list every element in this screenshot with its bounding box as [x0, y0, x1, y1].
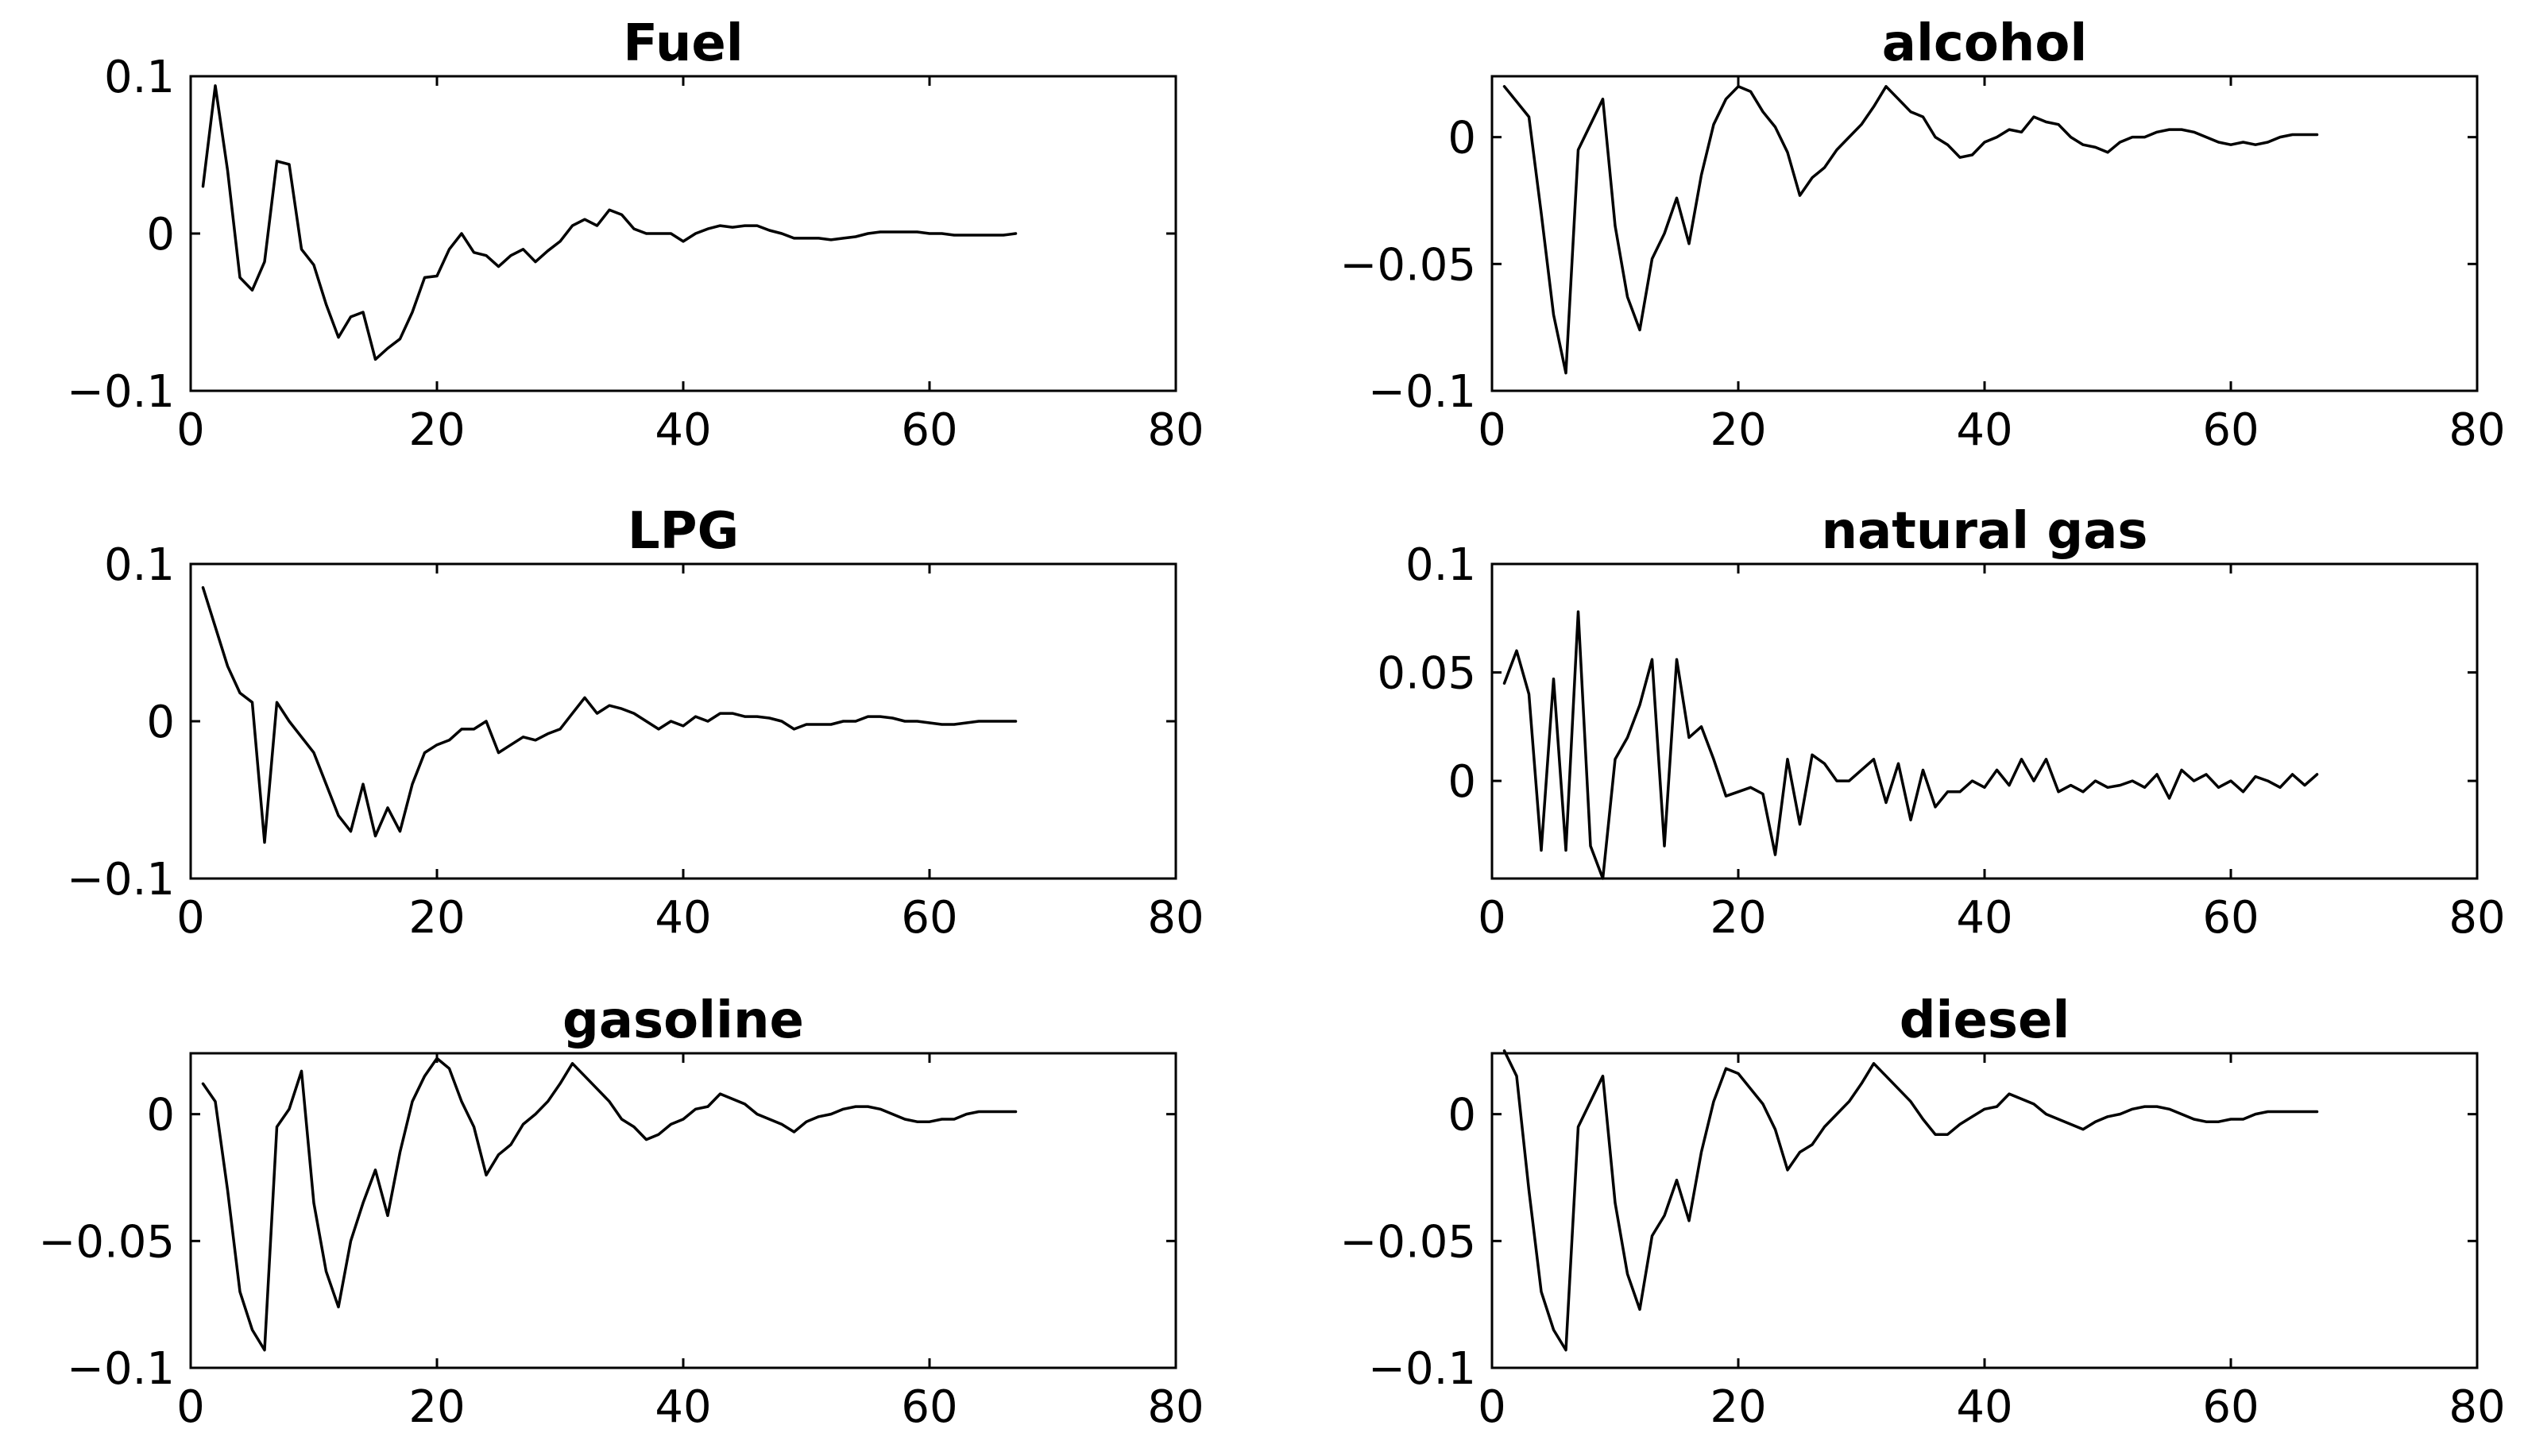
- x-tick-label: 40: [655, 1381, 711, 1433]
- y-tick-label: 0: [1448, 113, 1476, 164]
- x-tick-label: 40: [655, 404, 711, 456]
- axes-frame: [189, 75, 1177, 392]
- axes-frame: [1490, 562, 2479, 880]
- axes-frame: [1490, 75, 2479, 392]
- y-tick-label: 0: [1448, 1090, 1476, 1141]
- y-tick-label: −0.1: [67, 1343, 175, 1395]
- chart-title: alcohol: [1882, 14, 2088, 73]
- x-tick-label: 0: [176, 1381, 205, 1433]
- y-tick-label: −0.05: [1339, 239, 1476, 291]
- axes-frame: [189, 562, 1177, 880]
- x-tick-label: 20: [1710, 892, 1766, 944]
- x-tick-label: 40: [1956, 404, 2012, 456]
- y-tick-label: 0: [146, 209, 175, 261]
- x-tick-label: 0: [1478, 404, 1506, 456]
- y-tick-label: 0: [146, 1090, 175, 1141]
- y-tick-label: −0.1: [1368, 366, 1476, 418]
- x-tick-label: 60: [2202, 892, 2259, 944]
- x-tick-label: 20: [408, 892, 465, 944]
- y-tick-label: −0.05: [38, 1216, 175, 1268]
- x-tick-label: 40: [655, 892, 711, 944]
- x-tick-label: 60: [901, 892, 957, 944]
- series-line: [1502, 610, 2319, 880]
- x-tick-label: 60: [901, 1381, 957, 1433]
- series-line: [201, 585, 1018, 844]
- y-tick-label: 0.1: [1405, 539, 1476, 591]
- x-tick-label: 0: [1478, 892, 1506, 944]
- y-tick-label: −0.1: [1368, 1343, 1476, 1395]
- x-tick-label: 60: [901, 404, 957, 456]
- y-tick-label: −0.1: [67, 854, 175, 906]
- x-tick-label: 20: [1710, 1381, 1766, 1433]
- subplot-4: natural gas 0 20 40 60 80 0 0.05 0.1: [1377, 502, 2505, 944]
- x-tick-label: 80: [2449, 892, 2505, 944]
- axes-frame: [1490, 1052, 2479, 1369]
- axes-frame: [189, 1052, 1177, 1369]
- subplot-5: gasoline 0 20 40 60 80 −0.1 −0.05 0: [38, 991, 1204, 1433]
- subplot-6: diesel 0 20 40 60 80 −0.1 −0.05 0: [1339, 991, 2505, 1433]
- x-tick-label: 40: [1956, 892, 2012, 944]
- x-tick-label: 80: [2449, 404, 2505, 456]
- x-tick-label: 0: [176, 404, 205, 456]
- y-tick-label: −0.1: [67, 366, 175, 418]
- x-tick-label: 0: [176, 892, 205, 944]
- chart-title: gasoline: [562, 991, 804, 1050]
- x-tick-label: 20: [408, 1381, 465, 1433]
- series-line: [201, 84, 1018, 361]
- chart-title: natural gas: [1822, 502, 2148, 561]
- y-tick-label: 0.05: [1377, 648, 1476, 700]
- x-tick-label: 60: [2202, 1381, 2259, 1433]
- x-tick-label: 60: [2202, 404, 2259, 456]
- y-tick-label: 0: [1448, 756, 1476, 808]
- chart-title: LPG: [628, 502, 739, 561]
- x-tick-label: 80: [1147, 892, 1204, 944]
- y-tick-label: −0.05: [1339, 1216, 1476, 1268]
- series-line: [201, 1056, 1018, 1352]
- y-tick-label: 0: [146, 697, 175, 748]
- x-tick-label: 20: [1710, 404, 1766, 456]
- chart-title: diesel: [1900, 991, 2070, 1050]
- y-tick-label: 0.1: [104, 539, 175, 591]
- x-tick-label: 0: [1478, 1381, 1506, 1433]
- series-line: [1502, 1049, 2319, 1352]
- x-tick-label: 80: [1147, 1381, 1204, 1433]
- y-tick-label: 0.1: [104, 52, 175, 103]
- x-tick-label: 40: [1956, 1381, 2012, 1433]
- x-tick-label: 80: [1147, 404, 1204, 456]
- x-tick-label: 20: [408, 404, 465, 456]
- x-tick-label: 80: [2449, 1381, 2505, 1433]
- subplot-2: alcohol 0 20 40 60 80 −0.1 −0.05 0: [1339, 14, 2505, 456]
- series-line: [1502, 85, 2319, 375]
- chart-title: Fuel: [623, 14, 743, 73]
